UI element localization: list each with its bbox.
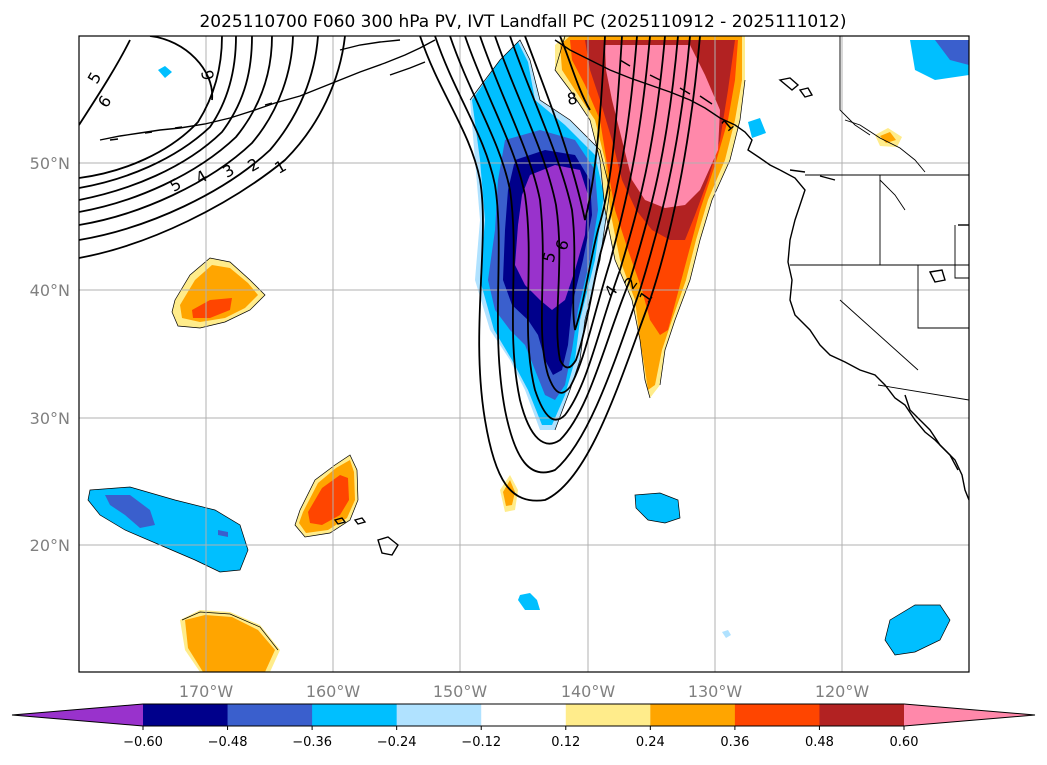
- lon-labels: 170°W 160°W 150°W 140°W 130°W 120°W: [179, 682, 870, 701]
- lat-labels: 50°N 40°N 30°N 20°N: [30, 154, 70, 555]
- west-blob-blue: [105, 495, 155, 528]
- colorbar-segment: [312, 704, 398, 726]
- blob-south-orange: [185, 615, 275, 672]
- lat-label: 40°N: [30, 281, 70, 300]
- lat-label: 30°N: [30, 409, 70, 428]
- lon-label: 170°W: [179, 682, 234, 701]
- colorbar-tick-label: 0.24: [636, 735, 665, 750]
- pv-contours: [79, 36, 701, 502]
- colorbar: −0.60 −0.48 −0.36 −0.24 −0.12 0.12 0.24 0.36 0.4…: [11, 703, 1036, 750]
- gridlines: [79, 36, 969, 672]
- blob-cyan-2: [518, 593, 540, 610]
- colorbar-segment: [481, 704, 567, 726]
- lon-label: 140°W: [561, 682, 616, 701]
- blob-blue-5: [935, 40, 969, 65]
- blob-hawaii-red: [308, 475, 349, 525]
- colorbar-segment: [734, 704, 820, 726]
- colorbar-tick-label: 0.60: [890, 735, 919, 750]
- colorbar-segment: [227, 704, 313, 726]
- colorbar-tick-label: −0.60: [123, 735, 163, 750]
- blob-cyan-8: [722, 630, 731, 638]
- blob-small-1b: [503, 480, 515, 506]
- ridge-pink: [605, 45, 720, 208]
- colorbar-extend-min: [12, 704, 143, 726]
- colorbar-segment: [650, 704, 736, 726]
- positive-pc-fill: [172, 36, 902, 672]
- contour-label: 6: [552, 238, 573, 253]
- colorbar-segment: [143, 704, 229, 726]
- lat-label: 20°N: [30, 536, 70, 555]
- colorbar-tick-label: −0.36: [292, 735, 332, 750]
- fill-outlines: [87, 36, 951, 656]
- colorbar-tick-label: −0.48: [208, 735, 248, 750]
- contour-label: 8: [566, 88, 579, 108]
- map-title: 2025110700 F060 300 hPa PV, IVT Landfall…: [199, 12, 846, 32]
- map-area: 5 6 9 5 4 3 2 1 8 5 6 4 2 1 1: [79, 36, 969, 672]
- borders: [790, 36, 969, 401]
- colorbar-segment: [396, 704, 482, 726]
- blob-cyan-6: [158, 66, 172, 78]
- colorbar-segment: [819, 704, 905, 726]
- colorbar-tick-label: 0.12: [551, 735, 580, 750]
- colorbar-extend-max: [904, 704, 1035, 726]
- contour-label: 9: [197, 69, 217, 82]
- west-blob-blue2: [218, 530, 228, 537]
- colorbar-tick-label: −0.24: [377, 735, 417, 750]
- coastlines: [99, 39, 969, 556]
- blob-cyan-7: [748, 118, 766, 138]
- contour-label: 5: [539, 250, 560, 265]
- lat-label: 50°N: [30, 154, 70, 173]
- colorbar-segment: [565, 704, 651, 726]
- lon-label: 160°W: [306, 682, 361, 701]
- blob-cyan-3: [885, 605, 950, 655]
- lon-label: 150°W: [433, 682, 488, 701]
- lon-label: 130°W: [688, 682, 743, 701]
- map-frame: [78, 35, 970, 673]
- lon-label: 120°W: [815, 682, 870, 701]
- colorbar-tick-label: −0.12: [461, 735, 501, 750]
- colorbar-tick-label: 0.48: [805, 735, 834, 750]
- blob-40n-red: [192, 298, 232, 318]
- colorbar-tick-label: 0.36: [720, 735, 749, 750]
- blob-cyan-1: [635, 493, 680, 523]
